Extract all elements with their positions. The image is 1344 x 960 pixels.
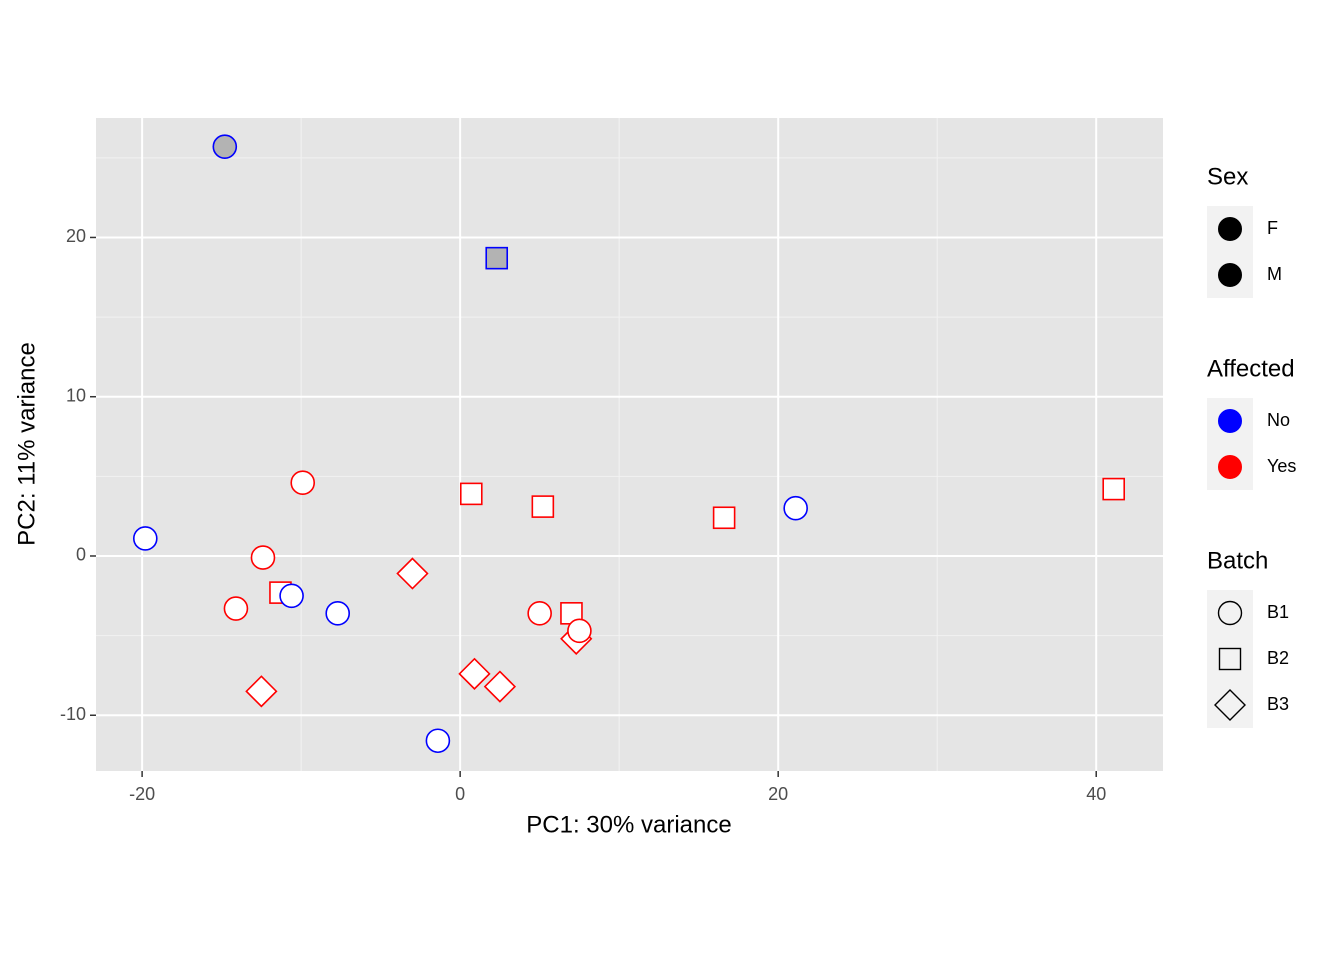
point	[483, 670, 517, 703]
point	[279, 583, 304, 609]
legend-title: Sex	[1207, 163, 1248, 190]
x-axis-title: PC1: 30% variance	[526, 811, 731, 838]
point	[459, 482, 483, 506]
point	[531, 495, 555, 518]
legend-key-bg	[1207, 590, 1253, 728]
point	[325, 601, 351, 626]
y-tick-label: -10	[60, 704, 86, 724]
point	[425, 728, 451, 754]
x-tick-label: 20	[768, 784, 788, 804]
legend-key	[1218, 455, 1242, 479]
y-tick-label: 10	[66, 385, 86, 405]
legend-label: No	[1267, 410, 1290, 430]
point	[250, 545, 276, 570]
legend-key	[1218, 647, 1242, 671]
panel	[96, 118, 1163, 771]
point	[712, 506, 736, 530]
point	[567, 618, 592, 644]
legend-key	[1218, 263, 1242, 287]
point	[290, 470, 316, 496]
legend-label: B2	[1267, 648, 1289, 668]
y-tick-label: 0	[76, 545, 86, 565]
legend-label: Yes	[1267, 456, 1296, 476]
point	[485, 246, 509, 270]
legend-key	[1217, 600, 1243, 626]
legend-label: B3	[1267, 694, 1289, 714]
legend-key	[1214, 689, 1246, 721]
legend-label: F	[1267, 218, 1278, 238]
legend-title: Batch	[1207, 547, 1268, 574]
x-tick-label: 40	[1086, 784, 1106, 804]
point	[132, 526, 158, 551]
y-axis-title: PC2: 11% variance	[13, 342, 40, 546]
point	[223, 596, 249, 621]
legend-key	[1218, 409, 1242, 433]
point	[458, 657, 491, 690]
x-tick-label: 0	[455, 784, 465, 804]
legend-key	[1218, 217, 1242, 241]
point	[212, 134, 238, 159]
legend-title: Affected	[1207, 355, 1295, 382]
y-tick-label: 20	[66, 226, 86, 246]
legend-label: M	[1267, 264, 1282, 284]
point	[783, 495, 808, 521]
point	[527, 601, 552, 626]
point	[1102, 477, 1126, 501]
legend-label: B1	[1267, 602, 1289, 622]
point	[245, 675, 278, 708]
x-tick-label: -20	[129, 784, 155, 804]
point	[396, 557, 429, 590]
